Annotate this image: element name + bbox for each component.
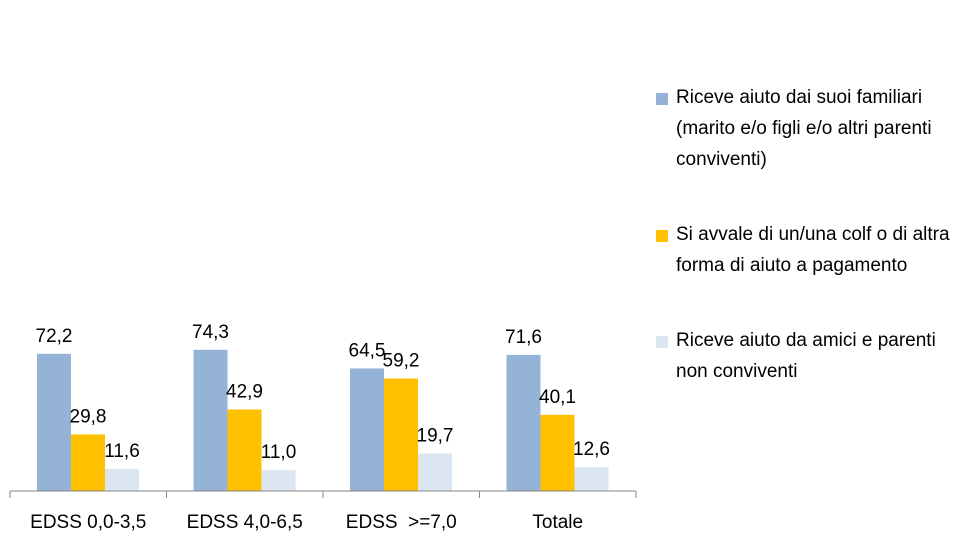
- legend-swatch-colf: [656, 230, 668, 242]
- data-label-amici-0: 11,6: [104, 441, 140, 462]
- bar-familiari-0: [37, 353, 71, 491]
- legend-swatch-familiari: [656, 93, 668, 105]
- data-label-familiari-3: 71,6: [505, 327, 542, 348]
- x-tick-label-1: EDSS 4,0-6,5: [187, 512, 303, 533]
- bars-group: [37, 349, 609, 491]
- x-tick-label-2: EDSS >=7,0: [346, 512, 457, 533]
- bar-colf-0: [71, 434, 105, 491]
- data-label-colf-1: 42,9: [226, 381, 263, 402]
- bar-colf-2: [384, 378, 418, 491]
- data-label-amici-3: 12,6: [573, 439, 610, 460]
- bar-amici-1: [261, 470, 296, 491]
- legend-item-familiari: Riceve aiuto dai suoi familiari (marito …: [656, 82, 956, 175]
- x-axis-ticks: [9, 491, 637, 498]
- x-tick-label-3: Totale: [532, 512, 583, 533]
- data-label-colf-3: 40,1: [539, 387, 576, 408]
- bar-familiari-1: [193, 349, 228, 491]
- bar-amici-3: [574, 467, 609, 491]
- data-label-familiari-0: 72,2: [36, 326, 73, 347]
- bar-familiari-3: [506, 354, 541, 491]
- legend-label-amici: Riceve aiuto da amici e parenti non conv…: [676, 330, 936, 382]
- data-label-colf-2: 59,2: [383, 351, 420, 372]
- x-tick-label-0: EDSS 0,0-3,5: [30, 512, 146, 533]
- data-label-amici-1: 11,0: [261, 442, 297, 463]
- legend-item-amici: Riceve aiuto da amici e parenti non conv…: [656, 325, 956, 387]
- data-label-familiari-1: 74,3: [192, 322, 229, 343]
- legend-label-familiari: Riceve aiuto dai suoi familiari (marito …: [676, 87, 932, 170]
- bar-colf-1: [227, 409, 262, 491]
- legend-item-colf: Si avvale di un/una colf o di altra form…: [656, 219, 956, 281]
- bar-amici-0: [105, 468, 139, 491]
- x-axis-tick-labels: EDSS 0,0-3,5 EDSS 4,0-6,5 EDSS >=7,0 Totale: [30, 512, 583, 533]
- data-label-colf-0: 29,8: [70, 406, 107, 427]
- bar-colf-3: [540, 414, 575, 491]
- data-label-amici-2: 19,7: [417, 426, 454, 447]
- bar-labels-group: 72,2 29,8 11,6 74,3 42,9 11,0 64,559,2 19,7 71,6…: [36, 322, 610, 463]
- bar-amici-2: [418, 453, 452, 491]
- legend-swatch-amici: [656, 336, 668, 348]
- data-label-familiari-2: 64,5: [349, 340, 386, 361]
- bar-familiari-2: [350, 368, 384, 491]
- legend: Riceve aiuto dai suoi familiari (marito …: [656, 82, 956, 387]
- legend-label-colf: Si avvale di un/una colf o di altra form…: [676, 224, 950, 276]
